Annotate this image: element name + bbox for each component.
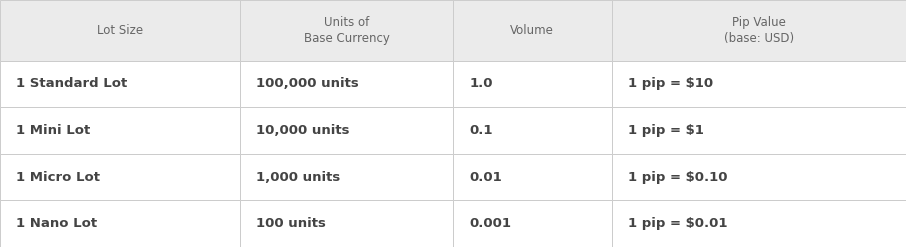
- Bar: [0, 0, 240, 61]
- Text: 1,000 units: 1,000 units: [256, 171, 341, 184]
- Bar: [240, 61, 453, 107]
- Bar: [240, 0, 453, 61]
- Bar: [453, 0, 612, 61]
- Text: 1 Nano Lot: 1 Nano Lot: [16, 217, 98, 230]
- Bar: [612, 200, 906, 247]
- Text: Units of
Base Currency: Units of Base Currency: [304, 16, 390, 45]
- Text: 1 Micro Lot: 1 Micro Lot: [16, 171, 101, 184]
- Text: 1.0: 1.0: [469, 77, 493, 90]
- Text: Lot Size: Lot Size: [97, 24, 143, 37]
- Text: 10,000 units: 10,000 units: [256, 124, 350, 137]
- Bar: [612, 0, 906, 61]
- Bar: [240, 107, 453, 154]
- Bar: [612, 61, 906, 107]
- Text: 1 pip = $0.01: 1 pip = $0.01: [628, 217, 728, 230]
- Bar: [612, 154, 906, 200]
- Bar: [453, 154, 612, 200]
- Bar: [612, 107, 906, 154]
- Text: 1 pip = $1: 1 pip = $1: [628, 124, 704, 137]
- Bar: [0, 200, 240, 247]
- Bar: [240, 200, 453, 247]
- Bar: [453, 61, 612, 107]
- Text: 1 Mini Lot: 1 Mini Lot: [16, 124, 91, 137]
- Text: 1 Standard Lot: 1 Standard Lot: [16, 77, 128, 90]
- Bar: [0, 154, 240, 200]
- Text: 100,000 units: 100,000 units: [256, 77, 359, 90]
- Bar: [453, 107, 612, 154]
- Text: 1 pip = $10: 1 pip = $10: [628, 77, 713, 90]
- Text: Volume: Volume: [510, 24, 554, 37]
- Bar: [0, 107, 240, 154]
- Bar: [453, 200, 612, 247]
- Bar: [240, 154, 453, 200]
- Text: 0.1: 0.1: [469, 124, 493, 137]
- Text: 100 units: 100 units: [256, 217, 326, 230]
- Bar: [0, 61, 240, 107]
- Text: Pip Value
(base: USD): Pip Value (base: USD): [724, 16, 794, 45]
- Text: 0.001: 0.001: [469, 217, 511, 230]
- Text: 0.01: 0.01: [469, 171, 502, 184]
- Text: 1 pip = $0.10: 1 pip = $0.10: [628, 171, 728, 184]
